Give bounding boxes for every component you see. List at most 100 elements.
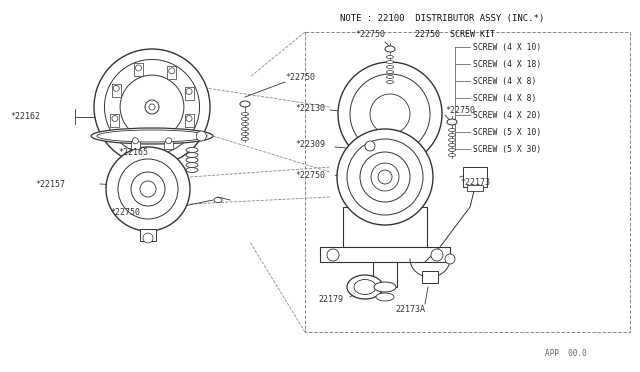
Ellipse shape [357,176,363,179]
Circle shape [132,138,138,144]
Bar [112,84,121,97]
Circle shape [370,94,410,134]
Bar [140,229,156,241]
Ellipse shape [449,128,456,131]
Circle shape [145,100,159,114]
Polygon shape [343,207,427,247]
Ellipse shape [241,112,248,115]
Ellipse shape [449,134,456,137]
Circle shape [186,89,192,94]
Ellipse shape [374,282,396,292]
Text: 22179: 22179 [318,295,343,305]
Text: 22173A: 22173A [395,305,425,314]
Text: APP  00.0: APP 00.0 [545,350,587,359]
Polygon shape [320,247,450,262]
Bar [184,87,193,100]
Circle shape [365,141,375,151]
Ellipse shape [241,128,248,131]
Ellipse shape [387,76,394,78]
Circle shape [131,172,165,206]
Ellipse shape [387,71,394,74]
Circle shape [338,62,442,166]
Circle shape [347,139,423,215]
Ellipse shape [186,163,198,167]
Bar [131,136,140,149]
Ellipse shape [97,130,207,142]
Bar [134,64,143,76]
Text: 22750  SCREW KIT: 22750 SCREW KIT [415,29,495,38]
Ellipse shape [241,138,248,141]
Ellipse shape [356,170,364,174]
Circle shape [136,65,141,71]
Ellipse shape [387,65,394,68]
Circle shape [140,181,156,197]
Bar [422,271,438,283]
Ellipse shape [376,293,394,301]
Ellipse shape [186,167,198,173]
Bar [184,114,193,127]
Ellipse shape [241,122,248,125]
Circle shape [166,138,172,144]
Text: SCREW (5 X 30): SCREW (5 X 30) [473,144,541,154]
Text: *22750: *22750 [285,73,315,81]
Ellipse shape [449,154,456,157]
Text: *22162: *22162 [10,112,40,121]
Ellipse shape [449,144,456,147]
Text: *22750: *22750 [110,208,140,217]
Ellipse shape [385,46,395,52]
Circle shape [378,170,392,184]
Text: SCREW (4 X 10): SCREW (4 X 10) [473,42,541,51]
Ellipse shape [241,132,248,135]
Circle shape [113,85,119,92]
Ellipse shape [354,279,376,295]
Text: SCREW (4 X 18): SCREW (4 X 18) [473,60,541,68]
Text: SCREW (5 X 10): SCREW (5 X 10) [473,128,541,137]
Text: *22165: *22165 [118,148,148,157]
Circle shape [143,233,153,243]
Ellipse shape [387,61,394,64]
Ellipse shape [449,148,456,151]
Ellipse shape [214,198,222,202]
Ellipse shape [241,118,248,121]
Circle shape [94,49,210,165]
Ellipse shape [449,138,456,141]
Text: SCREW (4 X 8): SCREW (4 X 8) [473,77,536,86]
Circle shape [360,152,410,202]
Ellipse shape [186,153,198,157]
Text: SCREW (4 X 8): SCREW (4 X 8) [473,93,536,103]
Text: *22157: *22157 [35,180,65,189]
Ellipse shape [357,180,363,183]
Ellipse shape [387,55,394,58]
Circle shape [118,159,178,219]
Circle shape [431,249,443,261]
Bar [463,167,487,187]
Circle shape [337,129,433,225]
Ellipse shape [240,101,250,107]
Circle shape [112,115,118,122]
Bar [373,262,397,287]
Ellipse shape [347,275,383,299]
Ellipse shape [387,80,394,83]
Bar [111,114,120,127]
Text: *22750: *22750 [355,29,385,38]
Text: *22173: *22173 [460,177,490,186]
Ellipse shape [447,119,457,125]
Ellipse shape [186,157,198,163]
Text: *22750: *22750 [445,106,475,115]
Circle shape [327,249,339,261]
Circle shape [169,68,175,74]
Circle shape [350,74,430,154]
Ellipse shape [357,190,363,193]
Text: *22130: *22130 [295,103,325,112]
Bar [467,185,483,191]
Bar [167,66,176,79]
Circle shape [196,131,206,141]
Ellipse shape [357,186,363,189]
Text: *22750: *22750 [295,170,325,180]
Bar [164,136,173,149]
Circle shape [149,104,155,110]
Circle shape [371,163,399,191]
Circle shape [186,115,192,122]
Text: SCREW (4 X 20): SCREW (4 X 20) [473,110,541,119]
Ellipse shape [186,148,198,153]
